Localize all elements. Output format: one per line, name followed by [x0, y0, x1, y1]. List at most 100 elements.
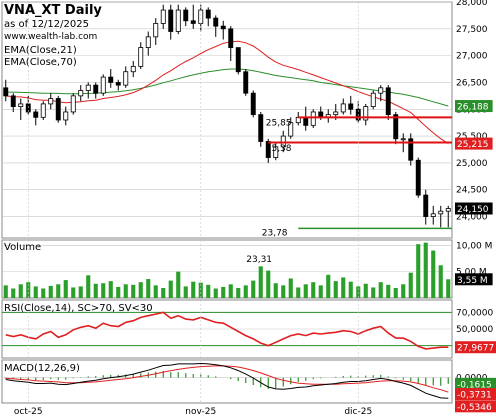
- candle-body: [3, 87, 9, 97]
- volume-bar: [93, 283, 98, 298]
- volume-bar: [191, 281, 196, 298]
- volume-bar: [318, 285, 323, 298]
- volume-bar: [408, 272, 413, 298]
- rsi-tick-label: 50,0000: [456, 325, 493, 335]
- volume-bar: [281, 285, 286, 298]
- chart-title: VNA_XT Daily: [4, 3, 102, 18]
- ema21-last-label: 25,215: [457, 140, 489, 150]
- volume-bar: [176, 271, 181, 298]
- macd-signal-last-label-bg: [455, 388, 496, 401]
- rsi-tick-label: 70,0000: [456, 308, 493, 318]
- candle-body: [48, 98, 54, 105]
- volume-last-label: 3,55 M: [457, 276, 488, 286]
- candle-body: [333, 111, 339, 116]
- candle-body: [160, 9, 166, 24]
- price-last-label: 24,150: [457, 205, 489, 215]
- x-tick-label: dic-25: [344, 407, 372, 417]
- volume-bar: [33, 286, 38, 298]
- volume-bar: [431, 250, 436, 298]
- candle-body: [288, 122, 294, 137]
- candle-body: [198, 9, 204, 24]
- volume-bar: [206, 284, 211, 298]
- ema21-legend: EMA(Close,21): [4, 45, 77, 56]
- candle-body: [130, 65, 136, 73]
- ema70-last-label-bg: [455, 100, 493, 113]
- candle-body: [348, 103, 354, 110]
- candle-body: [55, 98, 61, 121]
- volume-bar: [146, 279, 151, 298]
- x-tick-label: nov-25: [185, 407, 216, 417]
- volume-bar: [303, 284, 308, 298]
- macd-last-label: -0,5346: [457, 403, 492, 413]
- rsi-title: RSI(Close,14), SC>70, SV<30: [4, 303, 153, 314]
- volume-tick-label: 10,00 M: [456, 241, 492, 251]
- volume-annotation: 23,31: [246, 255, 272, 265]
- candle-body: [393, 114, 399, 140]
- candle-body: [78, 90, 84, 97]
- volume-bar: [393, 287, 398, 298]
- macd-hist-last-label: -0,1615: [457, 380, 492, 390]
- volume-bar: [26, 282, 31, 298]
- volume-last-label-bg: [455, 273, 493, 286]
- volume-bar: [41, 288, 46, 298]
- volume-bar: [266, 270, 271, 298]
- volume-tick-label: 5,00 M: [456, 268, 487, 278]
- volume-bar: [348, 281, 353, 298]
- candle-body: [153, 23, 159, 38]
- price-tick-label: 27,000: [456, 52, 488, 62]
- annotation-mid: 25,38: [266, 144, 292, 154]
- candle-body: [273, 146, 279, 158]
- candle-body: [33, 111, 39, 118]
- candle-body: [415, 159, 421, 196]
- candle-body: [205, 9, 211, 19]
- volume-bar: [86, 275, 91, 298]
- candle-body: [100, 76, 106, 94]
- volume-bar: [123, 284, 128, 298]
- candle-body: [228, 28, 234, 48]
- candle-body: [10, 95, 16, 107]
- volume-bar: [198, 282, 203, 298]
- candle-body: [63, 111, 69, 121]
- candle-body: [183, 9, 189, 22]
- candle-body: [438, 210, 444, 215]
- candle-body: [108, 76, 114, 83]
- candle-body: [370, 92, 376, 107]
- volume-bar: [131, 284, 136, 298]
- macd-signal-last-label: -0,3731: [457, 391, 492, 401]
- volume-bar: [386, 284, 391, 298]
- candle-body: [378, 87, 384, 94]
- rsi-last-label: 27,9677: [457, 344, 494, 354]
- volume-bar: [3, 285, 8, 298]
- price-last-label-bg: [455, 202, 493, 215]
- volume-bar: [183, 286, 188, 298]
- volume-bar: [228, 284, 233, 298]
- asof-label: as of 12/12/2025: [4, 19, 89, 30]
- candle-body: [385, 87, 391, 116]
- volume-bar: [56, 284, 61, 298]
- pane-price: [1, 1, 453, 239]
- candle-body: [340, 103, 346, 113]
- volume-bar: [243, 285, 248, 298]
- pane-vol: [1, 239, 453, 299]
- macd-title: MACD(12,26,9): [4, 363, 80, 374]
- volume-bar: [416, 244, 421, 298]
- candle-body: [258, 114, 264, 142]
- price-tick-label: 26,500: [456, 78, 488, 88]
- x-tick-label: oct-25: [14, 407, 43, 417]
- volume-bar: [161, 287, 166, 298]
- volume-bar: [363, 283, 368, 298]
- candle-body: [408, 138, 414, 161]
- volume-bar: [251, 280, 256, 298]
- volume-bar: [371, 287, 376, 298]
- volume-bar: [236, 287, 241, 298]
- volume-bar: [311, 282, 316, 298]
- volume-bar: [288, 278, 293, 298]
- volume-bar: [78, 286, 83, 298]
- price-tick-label: 28,000: [456, 0, 488, 8]
- volume-bar: [48, 285, 53, 298]
- candle-body: [423, 194, 429, 217]
- candle-body: [243, 71, 249, 94]
- candle-body: [93, 84, 99, 94]
- annotation-high: 25,85: [266, 118, 292, 128]
